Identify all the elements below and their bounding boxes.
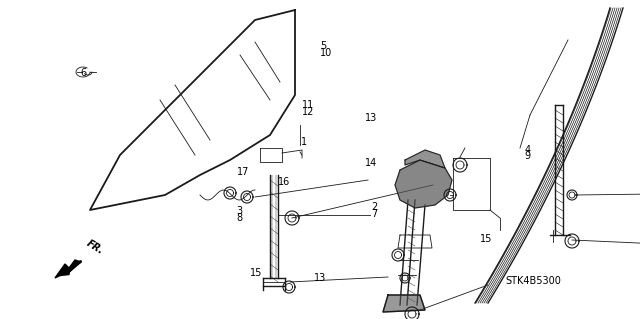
Text: 5: 5 [320, 41, 326, 51]
Text: 11: 11 [302, 100, 314, 110]
Text: 7: 7 [371, 209, 378, 219]
Text: 3: 3 [237, 205, 243, 216]
Text: 10: 10 [320, 48, 332, 58]
Text: 14: 14 [365, 158, 377, 168]
Text: 16: 16 [278, 177, 291, 187]
Text: 2: 2 [371, 202, 378, 212]
Polygon shape [55, 260, 81, 278]
Text: 15: 15 [480, 234, 492, 244]
Text: 15: 15 [250, 268, 262, 278]
Text: 4: 4 [525, 145, 531, 155]
Polygon shape [395, 160, 452, 208]
Polygon shape [383, 295, 425, 312]
Text: 1: 1 [301, 137, 307, 147]
Text: 12: 12 [302, 107, 314, 117]
Text: STK4B5300: STK4B5300 [506, 276, 561, 286]
Text: 8: 8 [237, 212, 243, 223]
Text: FR.: FR. [85, 238, 106, 256]
Text: 13: 13 [314, 272, 326, 283]
Text: 13: 13 [365, 113, 377, 123]
Text: 9: 9 [525, 151, 531, 161]
Polygon shape [405, 150, 445, 168]
Text: 6: 6 [80, 68, 86, 78]
Text: 17: 17 [237, 167, 249, 177]
